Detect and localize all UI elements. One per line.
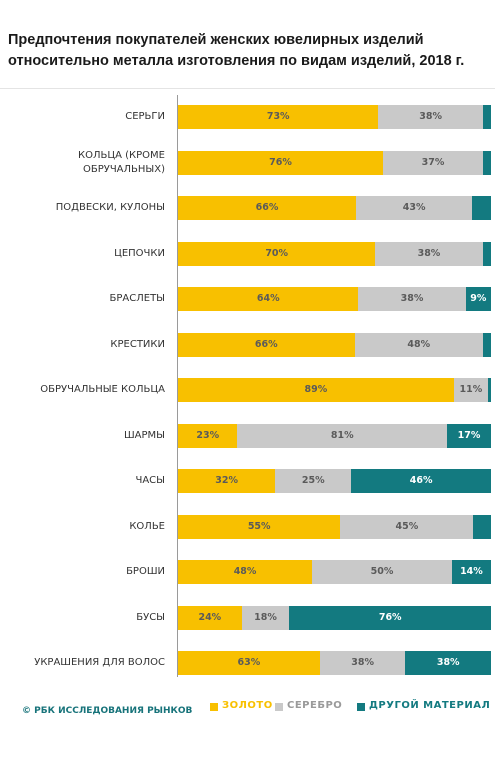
bar-segment — [472, 196, 491, 220]
bar-segment — [482, 241, 491, 266]
category-label: КОЛЬЦА (КРОМЕ ОБРУЧАЛЬНЫХ) — [78, 149, 165, 175]
bar-segment — [340, 514, 474, 539]
value-label: 38% — [417, 247, 441, 259]
value-label: 64% — [256, 293, 280, 304]
category-label: КРЕСТИКИ — [110, 338, 165, 350]
bar-segment — [356, 196, 473, 220]
value-label: 32% — [215, 475, 238, 486]
value-label: 14% — [460, 566, 483, 577]
value-label: 66% — [254, 338, 278, 350]
bar-segment — [482, 105, 491, 129]
bar-segment — [241, 605, 290, 630]
category-label: ЦЕПОЧКИ — [114, 247, 165, 259]
value-label: 76% — [269, 156, 292, 168]
value-label: 70% — [265, 247, 289, 259]
value-label: 25% — [301, 475, 325, 486]
bar-segment — [453, 378, 488, 402]
value-label: 81% — [330, 429, 354, 441]
value-label: 38% — [400, 293, 424, 304]
value-label: 63% — [237, 657, 261, 668]
bar-segment — [178, 287, 359, 311]
category-label: БРОШИ — [126, 566, 165, 577]
bar-segment — [289, 605, 491, 630]
bar-segment — [237, 423, 447, 448]
legend-swatch — [357, 703, 365, 711]
bar-segment — [178, 105, 379, 129]
value-label: 89% — [304, 384, 328, 395]
legend-label: СЕРЕБРО — [287, 700, 343, 711]
category-label: ОБРУЧАЛЬНЫЕ КОЛЬЦА — [40, 384, 165, 395]
bar-segment — [383, 150, 483, 175]
legend-label: ДРУГОЙ МАТЕРИАЛ — [369, 700, 491, 711]
bar-segment — [178, 560, 313, 584]
category-label: СЕРЬГИ — [125, 111, 165, 122]
legend-swatch — [210, 703, 218, 711]
value-label: 46% — [409, 475, 433, 486]
value-label: 45% — [395, 520, 419, 532]
value-label: 38% — [351, 657, 375, 668]
bar-segment — [482, 332, 491, 357]
bar-segment — [319, 651, 406, 675]
bar-segment — [351, 469, 491, 493]
value-label: 73% — [266, 111, 290, 122]
category-label: ШАРМЫ — [123, 429, 165, 441]
bar-segment — [178, 469, 276, 493]
bar-segment — [178, 514, 341, 539]
bar-segment — [178, 378, 454, 402]
value-label: 50% — [370, 566, 394, 577]
bar-segment — [178, 241, 376, 266]
value-label: 66% — [255, 202, 279, 213]
bar-segment — [178, 423, 238, 448]
value-label: 24% — [198, 611, 222, 623]
bar-segment — [405, 651, 491, 675]
bar-segment — [354, 332, 483, 357]
source: © РБК ИССЛЕДОВАНИЯ РЫНКОВ — [22, 706, 193, 716]
value-label: 9% — [470, 293, 487, 304]
value-label: 48% — [233, 566, 257, 577]
value-label: 76% — [378, 611, 402, 623]
bar-segment — [447, 423, 491, 448]
value-label: 11% — [459, 384, 483, 395]
bar-segment — [482, 150, 491, 175]
bar-segment — [275, 469, 352, 493]
value-label: 37% — [421, 156, 445, 168]
bar-segment — [178, 150, 384, 175]
category-label: КОЛЬЕ — [129, 520, 165, 532]
bar-segment — [465, 287, 491, 311]
category-label: ПОДВЕСКИ, КУЛОНЫ — [55, 202, 165, 213]
value-label: 43% — [402, 202, 426, 213]
bar-segment — [473, 514, 491, 539]
category-label: БУСЫ — [136, 611, 165, 623]
bar-segment — [178, 332, 355, 357]
value-label: 55% — [247, 520, 271, 532]
bar-segment — [358, 287, 466, 311]
bar-segment — [451, 560, 491, 584]
value-label: 38% — [436, 657, 460, 668]
value-label: 17% — [457, 429, 481, 441]
legend-swatch — [275, 703, 283, 711]
value-label: 23% — [196, 429, 220, 441]
bar-segment — [178, 196, 357, 220]
bar-segment — [378, 105, 483, 129]
axis-line — [177, 95, 178, 677]
bar-segment — [312, 560, 452, 584]
bar-segment — [178, 651, 320, 675]
legend-label: ЗОЛОТО — [222, 700, 273, 711]
bar-segment — [487, 378, 491, 402]
value-label: 48% — [407, 338, 431, 350]
value-label: 38% — [419, 111, 442, 122]
value-label: 18% — [254, 611, 277, 623]
category-label: ЧАСЫ — [135, 475, 165, 486]
category-label: УКРАШЕНИЯ ДЛЯ ВОЛОС — [34, 657, 165, 668]
separator — [0, 88, 495, 89]
bar-segment — [375, 241, 483, 266]
chart-title: Предпочтения покупателей женских ювелирн… — [8, 32, 465, 69]
bar-segment — [178, 605, 242, 630]
category-label: БРАСЛЕТЫ — [109, 293, 165, 304]
